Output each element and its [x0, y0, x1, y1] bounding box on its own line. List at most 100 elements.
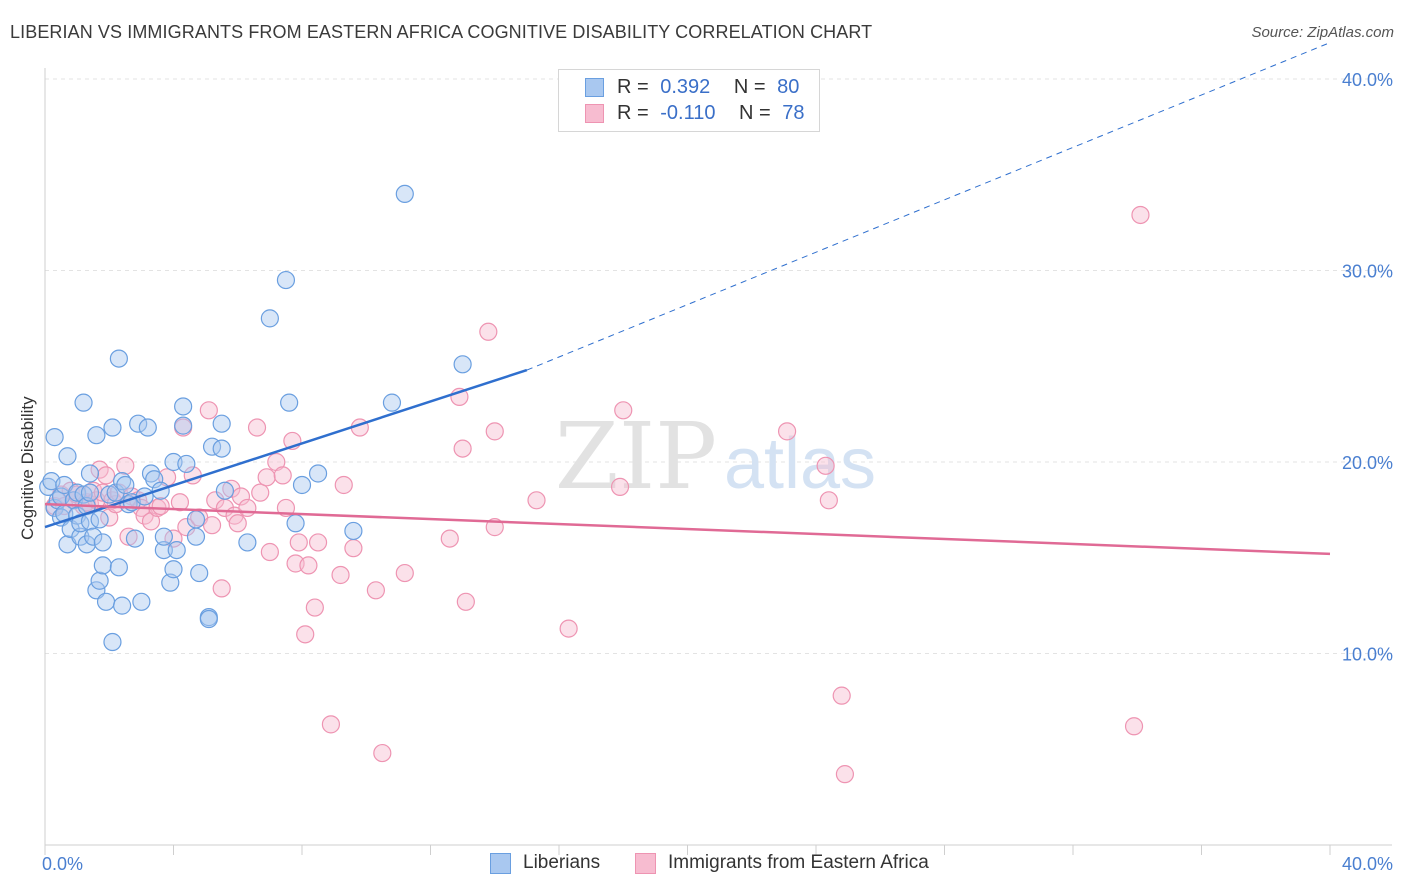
- data-point-liberians: [80, 464, 100, 483]
- watermark-zip: ZIP: [555, 403, 717, 510]
- x-tick-label-min: 0.0%: [42, 854, 83, 874]
- data-point-immigrants: [177, 518, 196, 537]
- data-point-immigrants: [610, 477, 630, 496]
- data-point-liberians: [292, 475, 312, 495]
- data-point-liberians: [167, 540, 186, 560]
- data-point-liberians: [87, 426, 106, 445]
- data-point-liberians: [174, 416, 193, 435]
- data-point-liberians: [103, 632, 122, 652]
- legend-swatch-pink: [635, 853, 656, 874]
- data-point-immigrants: [366, 581, 385, 600]
- watermark: ZIP atlas: [555, 403, 876, 510]
- data-point-liberians: [212, 439, 231, 458]
- chart-title: LIBERIAN VS IMMIGRANTS FROM EASTERN AFRI…: [10, 22, 873, 42]
- n-value-liberians: 80: [777, 76, 800, 98]
- data-point-liberians: [238, 533, 257, 552]
- data-point-immigrants: [257, 468, 276, 487]
- y-tick-label: 30.0%: [1342, 262, 1393, 282]
- data-point-immigrants: [395, 563, 414, 583]
- data-point-immigrants: [344, 539, 363, 558]
- data-point-immigrants: [247, 418, 267, 437]
- data-point-immigrants: [816, 456, 835, 475]
- data-point-liberians: [154, 540, 173, 560]
- data-point-liberians: [100, 485, 119, 504]
- trend-line-immigrants: [44, 502, 1331, 556]
- data-point-immigrants: [93, 483, 112, 502]
- data-point-immigrants: [273, 466, 292, 485]
- watermark-atlas: atlas: [724, 424, 876, 504]
- data-point-liberians: [138, 418, 157, 437]
- tick-labels: 10.0% 20.0% 30.0% 40.0% 0.0% 40.0%: [42, 70, 1393, 874]
- data-point-immigrants: [212, 579, 231, 598]
- data-point-liberians: [174, 397, 193, 416]
- data-point-liberians: [129, 414, 148, 433]
- data-point-immigrants: [96, 466, 116, 485]
- data-point-immigrants: [440, 529, 459, 548]
- data-point-liberians: [112, 596, 132, 615]
- data-point-immigrants: [1131, 205, 1150, 225]
- data-point-liberians: [74, 393, 93, 412]
- data-point-immigrants: [479, 322, 498, 341]
- data-point-immigrants: [321, 715, 341, 734]
- n-label: N =: [733, 76, 766, 98]
- data-point-liberians: [109, 349, 128, 368]
- data-point-immigrants: [832, 686, 851, 705]
- data-point-liberians: [186, 510, 206, 529]
- data-point-immigrants: [614, 401, 633, 420]
- legend-swatch-blue: [490, 853, 511, 874]
- data-point-immigrants: [835, 765, 855, 784]
- data-point-liberians: [164, 560, 183, 579]
- data-point-liberians: [93, 556, 112, 575]
- data-point-immigrants: [777, 422, 797, 441]
- data-point-immigrants: [453, 439, 472, 458]
- data-point-liberians: [93, 533, 112, 552]
- data-point-liberians: [308, 464, 328, 483]
- data-point-liberians: [74, 485, 93, 504]
- data-point-immigrants: [296, 625, 315, 644]
- trend-lines: [44, 42, 1331, 556]
- data-point-liberians: [132, 592, 151, 611]
- data-point-liberians: [125, 529, 145, 548]
- data-point-immigrants: [206, 491, 225, 510]
- y-axis-label: Cognitive Disability: [18, 396, 37, 540]
- data-point-immigrants: [119, 527, 138, 546]
- data-point-immigrants: [116, 456, 135, 475]
- x-tick-label-max: 40.0%: [1342, 854, 1393, 874]
- data-point-immigrants: [251, 483, 270, 502]
- data-point-liberians: [186, 527, 206, 546]
- data-point-immigrants: [819, 491, 838, 510]
- data-point-immigrants: [305, 598, 324, 617]
- data-point-liberians: [58, 447, 77, 466]
- data-point-liberians: [199, 609, 218, 629]
- data-point-immigrants: [151, 496, 170, 516]
- data-point-liberians: [116, 475, 135, 495]
- data-point-liberians: [80, 483, 100, 502]
- data-point-liberians: [453, 355, 472, 374]
- data-point-immigrants: [1124, 717, 1144, 736]
- legend-label-liberians: Liberians: [523, 852, 601, 873]
- data-point-immigrants: [202, 516, 222, 535]
- data-point-liberians: [212, 414, 231, 433]
- data-point-liberians: [109, 558, 128, 577]
- data-point-liberians: [103, 418, 122, 437]
- data-point-immigrants: [289, 533, 308, 552]
- data-point-immigrants: [308, 533, 328, 552]
- source-credit: Source: ZipAtlas.com: [1251, 24, 1394, 41]
- data-point-liberians: [154, 527, 173, 546]
- data-point-liberians: [90, 571, 109, 590]
- data-point-immigrants: [373, 743, 392, 763]
- data-point-immigrants: [456, 592, 475, 611]
- data-point-immigrants: [331, 565, 350, 585]
- data-point-liberians: [280, 393, 299, 412]
- data-point-liberians: [84, 527, 103, 546]
- r-label: R =: [617, 76, 649, 98]
- y-tick-label: 40.0%: [1342, 70, 1393, 90]
- data-point-immigrants: [299, 556, 318, 575]
- data-point-immigrants: [559, 619, 578, 638]
- legend-swatch-blue: [585, 78, 604, 97]
- data-point-immigrants: [228, 514, 247, 533]
- data-point-immigrants: [170, 493, 190, 512]
- axes-layer: [44, 68, 1392, 855]
- trend-line-liberians-extension: [526, 42, 1331, 371]
- r-value-liberians: 0.392: [660, 76, 711, 98]
